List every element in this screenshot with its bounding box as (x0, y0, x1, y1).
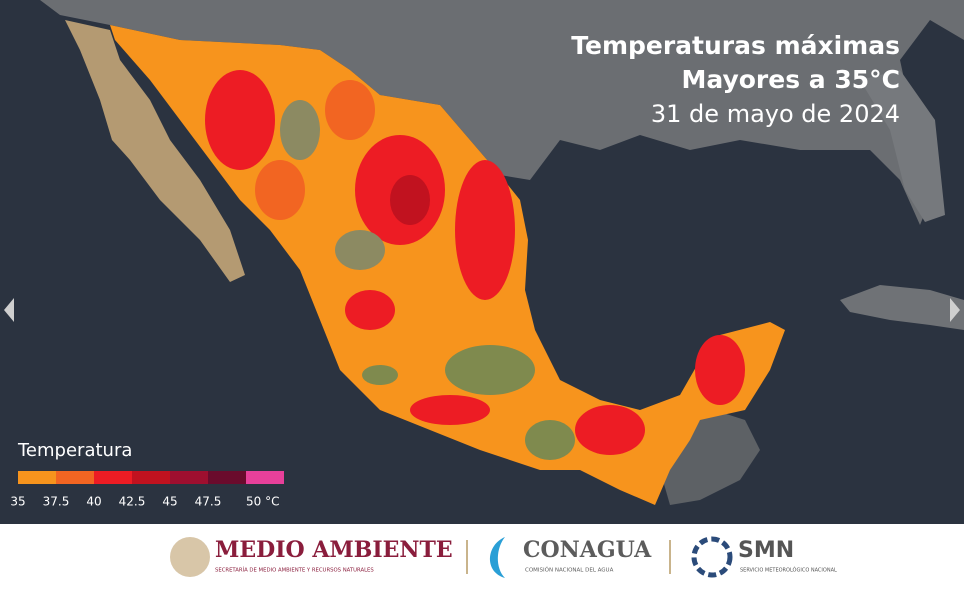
hot-area (410, 395, 490, 425)
legend-label: 45 (162, 495, 177, 509)
legend-swatch (94, 471, 132, 484)
legend-label: 42.5 (119, 495, 146, 509)
below-35-area (280, 100, 320, 160)
title-line: Temperaturas máximas (571, 31, 900, 60)
mexico-mainland (110, 25, 785, 505)
baja-california (65, 20, 245, 282)
smn-logo (691, 536, 733, 578)
legend-label: 40 (86, 495, 101, 509)
cuba (840, 285, 964, 330)
legend-label: 50 °C (246, 495, 279, 509)
semarnat-name: MEDIO AMBIENTE (215, 537, 453, 563)
below-35-area (525, 420, 575, 460)
usa-land (40, 0, 964, 225)
legend-title: Temperatura (17, 440, 132, 461)
below-35-area (445, 345, 535, 395)
next-arrow[interactable] (950, 298, 960, 322)
hot-area (390, 175, 430, 225)
hot-area (455, 160, 515, 300)
hot-area (575, 405, 645, 455)
conagua-name: CONAGUA (523, 537, 652, 563)
conagua-logo (489, 537, 505, 578)
conagua-sub: COMISIÓN NACIONAL DEL AGUA (525, 567, 614, 574)
legend-swatch (246, 471, 284, 484)
footer (0, 524, 964, 590)
legend-swatch (170, 471, 208, 484)
smn-sub: SERVICIO METEOROLÓGICO NACIONAL (740, 567, 837, 574)
semarnat-seal (170, 537, 210, 577)
hot-area (695, 335, 745, 405)
hot-area (255, 160, 305, 220)
hot-area (205, 70, 275, 170)
legend-swatch (132, 471, 170, 484)
hot-area (325, 80, 375, 140)
legend-swatch (18, 471, 56, 484)
cooler-areas (280, 100, 575, 460)
legend-label: 47.5 (195, 495, 222, 509)
legend: 35 37.5 40 42.5 45 47.5 50 °C (10, 471, 284, 509)
legend-label: 37.5 (43, 495, 70, 509)
hot-areas (205, 70, 745, 455)
prev-arrow[interactable] (4, 298, 14, 322)
hot-area (345, 290, 395, 330)
smn-name: SMN (738, 538, 794, 563)
semarnat-sub: SECRETARÍA DE MEDIO AMBIENTE Y RECURSOS … (215, 567, 374, 574)
title-line: Mayores a 35°C (681, 65, 900, 94)
below-35-area (335, 230, 385, 270)
legend-swatch (208, 471, 246, 484)
legend-swatch (56, 471, 94, 484)
below-35-area (362, 365, 398, 385)
florida (860, 70, 945, 222)
date: 31 de mayo de 2024 (651, 100, 900, 128)
legend-label: 35 (10, 495, 25, 509)
